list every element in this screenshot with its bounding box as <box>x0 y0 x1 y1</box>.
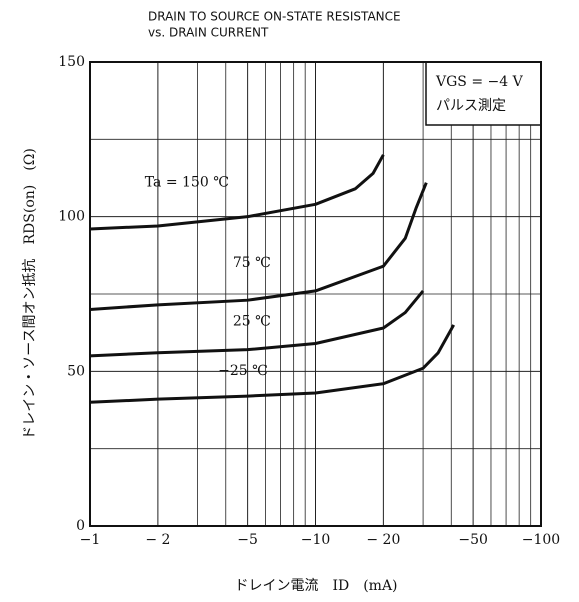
curve-label: 75 ℃ <box>233 255 271 271</box>
x-axis-label: ドレイン電流 ID (mA) <box>234 578 397 594</box>
legend-text: VGS = −4 V <box>435 74 524 90</box>
x-tick-label: −1 <box>80 532 101 548</box>
y-tick-label: 50 <box>67 363 85 379</box>
curve <box>89 289 425 358</box>
legend-box <box>425 61 542 126</box>
x-tick-label: − 2 <box>145 532 170 548</box>
x-tick-label: −5 <box>237 532 258 548</box>
x-tick-label: −10 <box>301 532 331 548</box>
curve-label: Ta = 150 ℃ <box>145 174 229 190</box>
curve <box>89 154 385 231</box>
y-axis-label: ドレイン・ソース間オン抵抗 RDS(on) (Ω) <box>22 148 38 440</box>
curve <box>89 324 455 404</box>
x-tick-label: − 20 <box>366 532 400 548</box>
chart-title: DRAIN TO SOURCE ON-STATE RESISTANCE <box>148 10 401 24</box>
curve-label: −25 ℃ <box>218 363 268 379</box>
y-tick-label: 0 <box>76 518 85 534</box>
curve-label: 25 ℃ <box>233 313 271 329</box>
chart-title: vs. DRAIN CURRENT <box>148 26 269 40</box>
plot-frame <box>89 61 542 527</box>
curve <box>89 182 428 311</box>
y-tick-label: 100 <box>58 209 85 225</box>
legend-text: パルス測定 <box>436 98 506 114</box>
x-tick-label: −50 <box>458 532 488 548</box>
x-tick-label: −100 <box>522 532 560 548</box>
y-tick-label: 150 <box>58 54 85 70</box>
